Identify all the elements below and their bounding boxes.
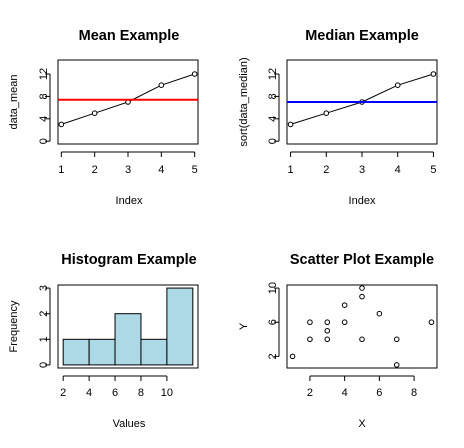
chart-1-data-point [158,82,165,88]
chart-2-data-point [323,110,330,116]
chart-4-title: Scatter Plot Example [290,252,434,268]
chart-3-y-tick-label: 2 [38,311,50,317]
chart-1-y-tick-label: 8 [38,93,50,99]
chart-4-x-tick-label: 6 [376,387,382,399]
chart-1-x-axis-label: Index [116,195,143,207]
chart-2-x-tick-label: 3 [359,164,365,176]
chart-4-x-tick-label: 2 [307,387,313,399]
chart-4-scatter-point [324,319,331,326]
chart-2-x-axis-label: Index [349,195,376,207]
chart-4-scatter-point [307,319,313,326]
chart-4-scatter-point [359,336,365,343]
chart-4-plot-box [286,284,438,369]
chart-4-scatter-point [289,353,296,360]
chart-2-x-tick-label: 2 [323,164,329,176]
chart-4-y-tick-label: 10 [267,282,279,294]
chart-3-x-tick-label: 8 [138,387,144,399]
chart-4-x-tick-label: 4 [342,387,348,399]
chart-3-x-tick-label: 6 [112,387,118,399]
chart-2-data-point [394,82,401,88]
chart-1-y-tick-label: 4 [38,116,50,122]
chart-4-scatter-point [376,310,383,317]
chart-4-scatter-point [324,336,331,343]
chart-3-y-tick-label: 3 [38,285,50,291]
chart-3-histogram-bar [140,338,168,366]
chart-2-y-tick-label: 4 [267,116,279,122]
chart-4-scatter-point [324,327,331,334]
chart-1-data-point [91,110,98,116]
chart-2-data-point [430,71,437,77]
chart-3-y-tick-label: 1 [38,336,50,342]
chart-4-scatter-point [307,336,313,343]
chart-4-x-tick-label: 8 [411,387,417,399]
chart-4-scatter-point [341,319,348,326]
chart-3-x-axis-label: Values [113,418,146,430]
chart-4-y-tick-label: 6 [267,319,279,325]
chart-2-x-tick-label: 5 [430,164,436,176]
chart-2-x-tick-label: 4 [395,164,401,176]
chart-3-title: Histogram Example [61,252,196,268]
chart-2-y-tick-label: 0 [267,138,279,144]
chart-3-histogram-bar [114,313,142,366]
chart-3-x-tick-label: 10 [161,387,173,399]
chart-1-data-point [191,71,198,77]
chart-4-y-tick-label: 2 [267,353,279,359]
chart-3-plot-box [57,284,199,369]
chart-4-scatter-point [359,293,365,300]
chart-3-histogram-bar [166,287,194,366]
chart-2-data-point [287,121,294,128]
chart-1-x-tick-label: 4 [158,164,164,176]
chart-2-y-tick-label: 8 [267,93,279,99]
chart-2-title: Median Example [305,28,419,44]
chart-3-histogram-bar [62,338,90,366]
chart-4-scatter-point [341,302,348,308]
chart-2-x-tick-label: 1 [288,164,294,176]
chart-4-scatter-point [428,319,435,326]
chart-4-x-axis-label: X [358,418,366,430]
chart-1-x-tick-label: 1 [58,164,64,176]
chart-4-scatter-point [393,362,400,368]
chart-3-y-axis-label: Frequency [8,300,20,352]
chart-4-y-axis-label: Y [238,322,250,330]
chart-2-y-axis-label: sort(data_median) [238,57,250,146]
chart-2-series-line [290,73,434,125]
chart-2-y-tick-label: 12 [267,68,279,80]
chart-3-y-tick-label: 0 [38,362,50,368]
chart-3-histogram-bar [88,338,116,366]
chart-1-y-tick-label: 12 [38,68,50,80]
chart-1-title: Mean Example [79,28,180,44]
chart-1-plot-box [57,59,199,145]
chart-3-x-tick-label: 2 [60,387,66,399]
chart-3-x-tick-label: 4 [86,387,92,399]
chart-1-x-tick-label: 3 [125,164,131,176]
chart-1-x-tick-label: 2 [92,164,98,176]
chart-1-y-axis-label: data_mean [8,74,20,129]
chart-1-x-tick-label: 5 [192,164,198,176]
chart-4-scatter-point [393,336,400,343]
chart-1-data-point [58,121,65,128]
chart-1-y-tick-label: 0 [38,138,50,144]
chart-4-scatter-point [359,285,365,291]
